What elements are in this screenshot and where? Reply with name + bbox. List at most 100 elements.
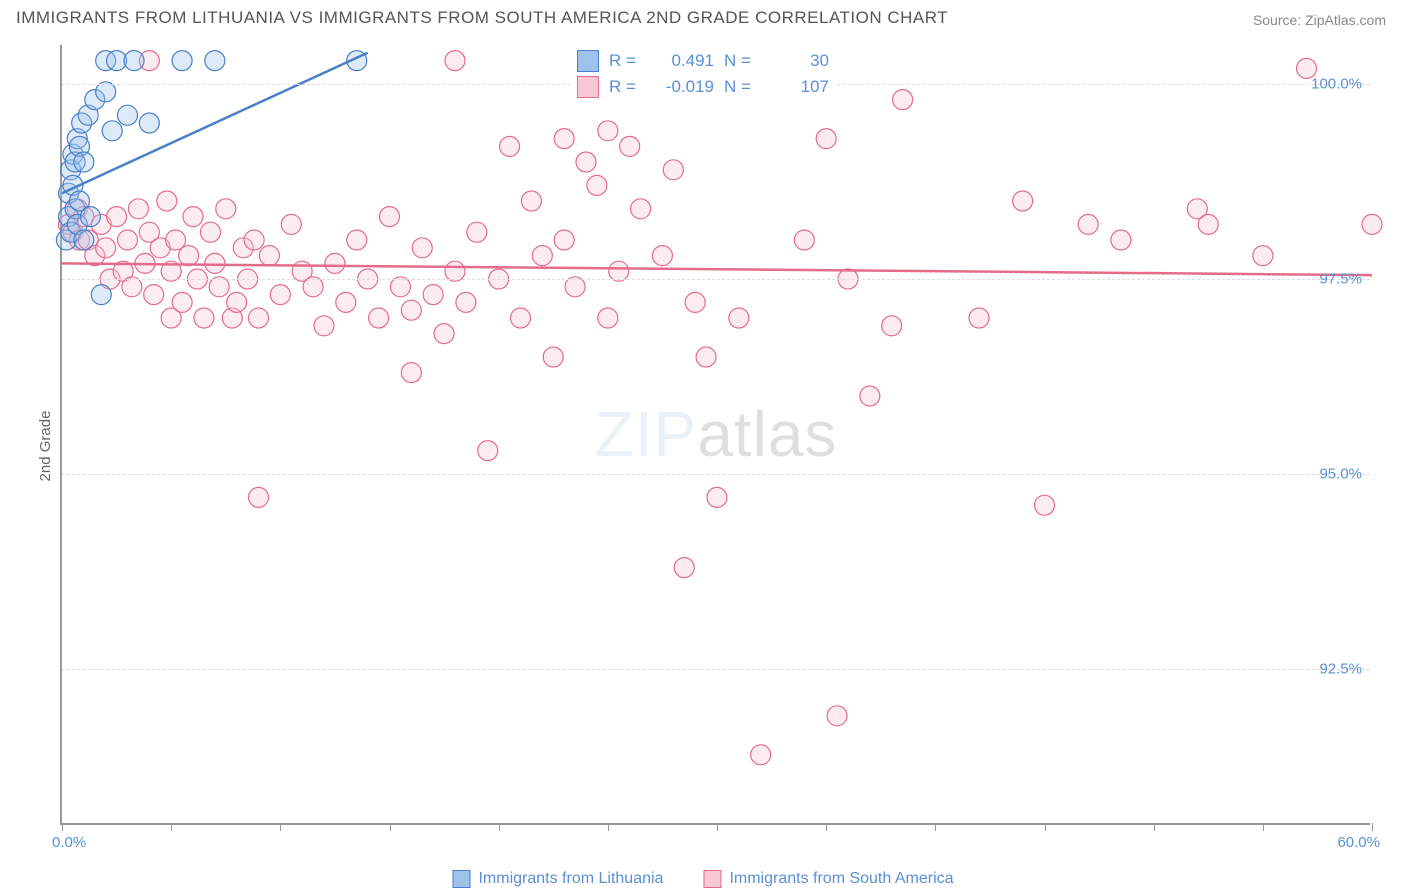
data-point bbox=[478, 441, 498, 461]
ytick-label: 92.5% bbox=[1319, 661, 1362, 678]
data-point bbox=[500, 136, 520, 156]
data-point bbox=[281, 214, 301, 234]
r-value-b: -0.019 bbox=[654, 77, 714, 97]
r-label: R = bbox=[609, 51, 644, 71]
data-point bbox=[401, 363, 421, 383]
data-point bbox=[179, 246, 199, 266]
data-point bbox=[314, 316, 334, 336]
data-point bbox=[205, 253, 225, 273]
data-point bbox=[816, 129, 836, 149]
data-point bbox=[270, 285, 290, 305]
data-point bbox=[380, 207, 400, 227]
xtick bbox=[717, 823, 718, 831]
xlim-left: 0.0% bbox=[52, 834, 86, 851]
plot-area: ZIPatlas 92.5%95.0%97.5%100.0%0.0%60.0% bbox=[60, 45, 1370, 825]
grid-line bbox=[62, 279, 1370, 280]
data-point bbox=[1253, 246, 1273, 266]
legend-bottom-swatch-a bbox=[452, 870, 470, 888]
n-label: N = bbox=[724, 77, 759, 97]
data-point bbox=[652, 246, 672, 266]
legend-bottom: Immigrants from Lithuania Immigrants fro… bbox=[452, 870, 953, 888]
xtick bbox=[280, 823, 281, 831]
data-point bbox=[1035, 495, 1055, 515]
data-point bbox=[172, 51, 192, 71]
xtick bbox=[1045, 823, 1046, 831]
data-point bbox=[511, 308, 531, 328]
correlation-chart: IMMIGRANTS FROM LITHUANIA VS IMMIGRANTS … bbox=[0, 0, 1406, 892]
data-point bbox=[882, 316, 902, 336]
data-point bbox=[587, 175, 607, 195]
data-point bbox=[685, 292, 705, 312]
data-point bbox=[532, 246, 552, 266]
data-point bbox=[336, 292, 356, 312]
xtick bbox=[499, 823, 500, 831]
legend-stats-row-a: R = 0.491 N = 30 bbox=[571, 48, 835, 74]
n-value-a: 30 bbox=[769, 51, 829, 71]
data-point bbox=[227, 292, 247, 312]
trend-line bbox=[62, 263, 1372, 275]
data-point bbox=[751, 745, 771, 765]
data-point bbox=[91, 285, 111, 305]
data-point bbox=[118, 105, 138, 125]
data-point bbox=[554, 230, 574, 250]
data-point bbox=[554, 129, 574, 149]
data-point bbox=[107, 207, 127, 227]
grid-line bbox=[62, 474, 1370, 475]
data-point bbox=[347, 230, 367, 250]
data-point bbox=[860, 386, 880, 406]
y-axis-label: 2nd Grade bbox=[37, 411, 54, 482]
xlim-right: 60.0% bbox=[1337, 834, 1380, 851]
legend-label-b: Immigrants from South America bbox=[729, 870, 953, 888]
n-label: N = bbox=[724, 51, 759, 71]
data-point bbox=[707, 487, 727, 507]
chart-title: IMMIGRANTS FROM LITHUANIA VS IMMIGRANTS … bbox=[16, 8, 948, 28]
data-point bbox=[1362, 214, 1382, 234]
data-point bbox=[423, 285, 443, 305]
data-point bbox=[200, 222, 220, 242]
data-point bbox=[183, 207, 203, 227]
data-point bbox=[1078, 214, 1098, 234]
data-point bbox=[663, 160, 683, 180]
xtick bbox=[935, 823, 936, 831]
data-point bbox=[172, 292, 192, 312]
data-point bbox=[80, 207, 100, 227]
xtick bbox=[62, 823, 63, 831]
legend-label-a: Immigrants from Lithuania bbox=[478, 870, 663, 888]
data-point bbox=[893, 90, 913, 110]
r-label: R = bbox=[609, 77, 644, 97]
data-point bbox=[456, 292, 476, 312]
legend-item-b: Immigrants from South America bbox=[703, 870, 953, 888]
data-point bbox=[401, 300, 421, 320]
data-point bbox=[74, 152, 94, 172]
legend-swatch-a bbox=[577, 50, 599, 72]
ytick-label: 100.0% bbox=[1311, 76, 1362, 93]
data-point bbox=[467, 222, 487, 242]
r-value-a: 0.491 bbox=[654, 51, 714, 71]
data-point bbox=[729, 308, 749, 328]
data-point bbox=[576, 152, 596, 172]
data-point bbox=[118, 230, 138, 250]
data-point bbox=[74, 230, 94, 250]
data-point bbox=[521, 191, 541, 211]
data-point bbox=[325, 253, 345, 273]
data-point bbox=[620, 136, 640, 156]
xtick bbox=[608, 823, 609, 831]
legend-stats-row-b: R = -0.019 N = 107 bbox=[571, 74, 835, 100]
data-point bbox=[216, 199, 236, 219]
data-point bbox=[128, 199, 148, 219]
data-point bbox=[144, 285, 164, 305]
ytick-label: 97.5% bbox=[1319, 271, 1362, 288]
data-point bbox=[205, 51, 225, 71]
data-point bbox=[139, 113, 159, 133]
data-point bbox=[1013, 191, 1033, 211]
xtick bbox=[1372, 823, 1373, 831]
data-point bbox=[1111, 230, 1131, 250]
data-point bbox=[1198, 214, 1218, 234]
data-point bbox=[674, 558, 694, 578]
xtick bbox=[826, 823, 827, 831]
data-point bbox=[543, 347, 563, 367]
data-point bbox=[445, 51, 465, 71]
source-label: Source: ZipAtlas.com bbox=[1253, 12, 1386, 28]
xtick bbox=[171, 823, 172, 831]
legend-swatch-b bbox=[577, 76, 599, 98]
